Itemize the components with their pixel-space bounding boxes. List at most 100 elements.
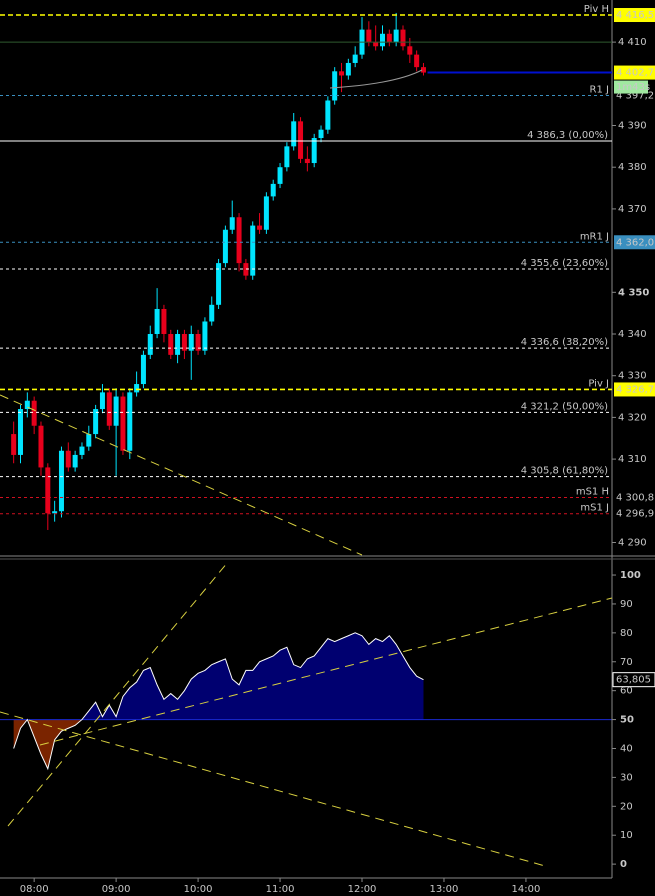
candle-body — [24, 400, 30, 410]
candle-body — [65, 450, 71, 468]
candle-body — [72, 454, 78, 468]
level-name: mS1 H — [576, 486, 609, 497]
y-tick-label: 10 — [620, 830, 633, 841]
level-label: 4 296,9 — [616, 509, 654, 520]
candle-body — [277, 167, 283, 184]
y-tick-label: 40 — [620, 743, 633, 754]
moving-average — [329, 69, 423, 89]
candle-body — [366, 29, 372, 43]
candle-body — [11, 434, 17, 455]
candle-body — [284, 146, 290, 168]
level-label: 4 300,8 — [616, 492, 654, 503]
candle-body — [106, 392, 112, 426]
candle-body — [420, 67, 426, 73]
timer-box — [614, 80, 648, 94]
candle-body — [93, 409, 99, 435]
area-below — [13, 720, 82, 769]
y-tick-label: 4 370 — [618, 204, 647, 215]
level-label: 4 416,5 — [616, 10, 654, 21]
trend-line — [0, 394, 363, 556]
candle-body — [209, 304, 215, 322]
candle-body — [352, 54, 358, 63]
candle-body — [188, 334, 194, 351]
area-above — [13, 632, 424, 720]
candle-body — [58, 450, 64, 512]
candle-body — [99, 392, 105, 410]
y-tick-label: 4 390 — [618, 121, 647, 132]
level-text: 4 336,6 (38,20%) — [521, 337, 608, 348]
y-tick-label: 20 — [620, 801, 633, 812]
timer-label: 1m43s — [616, 82, 650, 93]
current-price-label: 4 402,7 — [616, 68, 654, 79]
candle-body — [38, 425, 44, 468]
candle-body — [229, 217, 235, 230]
level-name: mS1 J — [580, 503, 609, 514]
y-tick-label: 4 350 — [618, 287, 649, 298]
level-text: 4 321,2 (50,00%) — [521, 401, 608, 412]
candle-body — [120, 396, 126, 451]
y-tick-label: 4 320 — [618, 412, 647, 423]
level-name: R1 J — [590, 84, 609, 95]
candle-body — [181, 334, 187, 351]
x-tick-label: 13:00 — [430, 884, 459, 895]
x-tick-label: 10:00 — [184, 884, 213, 895]
candle-body — [168, 334, 174, 355]
candle-body — [325, 100, 331, 130]
trend-line — [39, 597, 613, 746]
y-tick-label: 4 310 — [618, 454, 647, 465]
candle-body — [311, 138, 317, 164]
candle-body — [386, 33, 392, 43]
y-tick-label: 50 — [620, 715, 634, 726]
level-box — [614, 235, 655, 250]
level-text: 4 305,8 (61,80%) — [521, 466, 608, 477]
candle-body — [318, 129, 324, 139]
trend-line — [0, 711, 546, 867]
candle-body — [263, 196, 269, 230]
x-tick-label: 11:00 — [266, 884, 295, 895]
candle-body — [400, 29, 406, 47]
current-price-box — [614, 65, 655, 80]
candle-body — [147, 334, 153, 355]
candle-body — [31, 400, 37, 426]
candle-body — [175, 334, 181, 355]
y-tick-label: 80 — [620, 628, 633, 639]
level-text: 4 355,6 (23,60%) — [521, 258, 608, 269]
y-tick-label: 60 — [620, 686, 633, 697]
level-label: 4 362,0 — [616, 237, 654, 248]
level-name: Piv H — [584, 4, 609, 15]
candle-body — [17, 409, 23, 455]
series-line — [13, 632, 424, 771]
candle-body — [291, 121, 297, 147]
candle-body — [393, 29, 399, 43]
y-tick-label: 100 — [620, 570, 641, 581]
level-box — [614, 382, 655, 397]
candle-body — [270, 183, 276, 197]
y-tick-label: 4 290 — [618, 537, 647, 548]
x-tick-label: 08:00 — [20, 884, 49, 895]
candle-body — [195, 334, 201, 351]
level-label: 4 397,2 — [616, 90, 654, 101]
candle-body — [332, 71, 338, 101]
candle-body — [243, 263, 249, 276]
y-tick-label: 4 410 — [618, 37, 647, 48]
y-tick-label: 70 — [620, 657, 633, 668]
y-tick-label: 4 330 — [618, 371, 647, 382]
x-tick-label: 14:00 — [512, 884, 541, 895]
value-box — [612, 672, 655, 688]
trend-line — [7, 561, 229, 827]
y-tick-label: 90 — [620, 599, 633, 610]
candle-body — [236, 217, 242, 264]
candle-body — [45, 467, 51, 514]
y-tick-label: 4 380 — [618, 162, 647, 173]
candle-body — [127, 392, 133, 451]
y-tick-label: 0 — [620, 859, 627, 870]
candle-body — [86, 434, 92, 447]
candle-body — [373, 42, 379, 47]
candle-body — [304, 158, 310, 164]
candle-body — [414, 54, 420, 68]
candle-body — [216, 263, 222, 305]
plot-layer — [0, 12, 612, 771]
